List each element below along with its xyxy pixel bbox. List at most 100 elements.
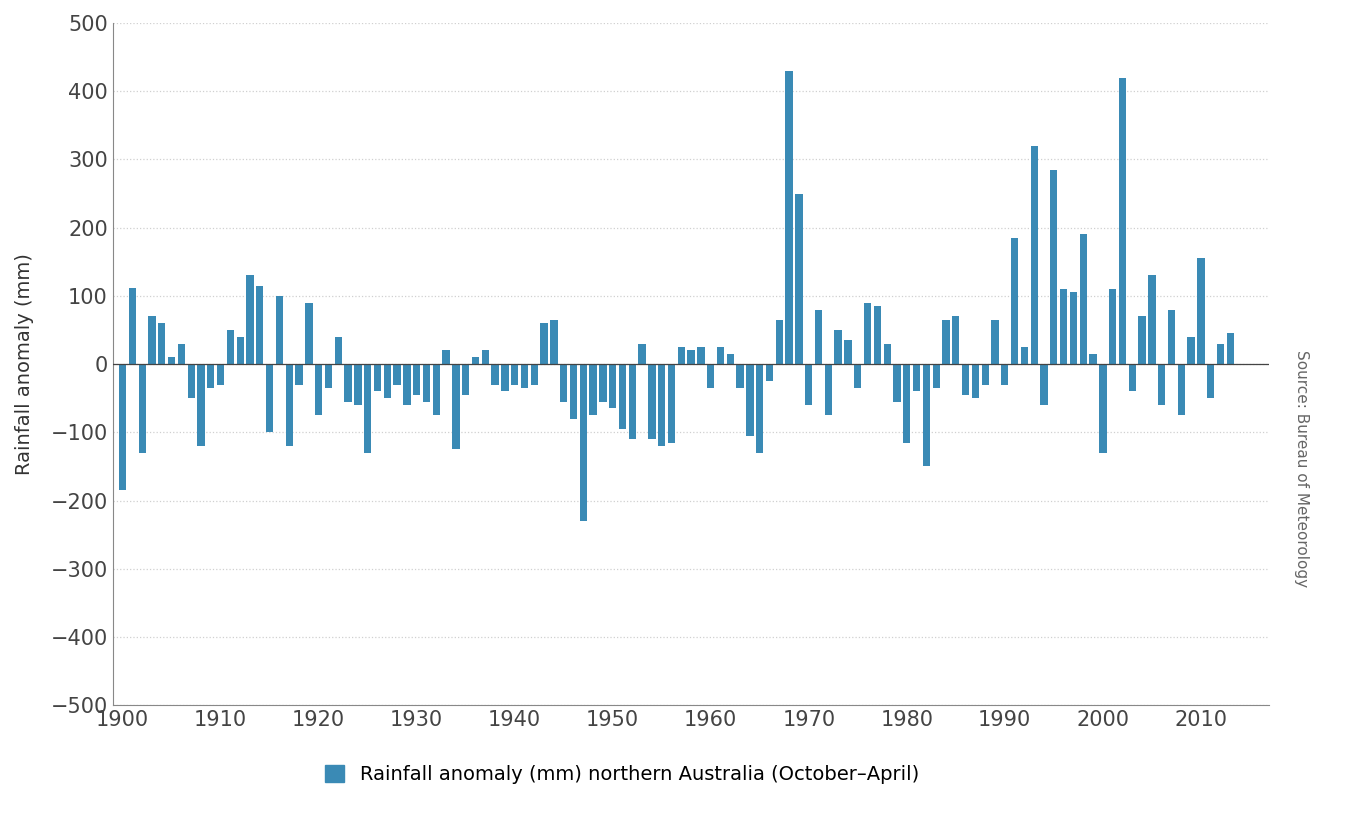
Bar [1030, 145, 1038, 364]
Bar [344, 364, 351, 401]
Bar [952, 316, 959, 364]
Bar [1128, 364, 1137, 391]
Bar [737, 364, 744, 388]
Bar [785, 71, 792, 364]
Bar [461, 364, 469, 395]
Bar [550, 320, 558, 364]
Bar [628, 364, 636, 439]
Bar [1089, 354, 1096, 364]
Bar [687, 350, 695, 364]
Bar [776, 320, 783, 364]
Bar [795, 194, 803, 364]
Legend: Rainfall anomaly (mm) northern Australia (October–April): Rainfall anomaly (mm) northern Australia… [324, 765, 919, 784]
Bar [1069, 293, 1077, 364]
Bar [1080, 234, 1087, 364]
Bar [668, 364, 675, 442]
Bar [717, 347, 724, 364]
Bar [1040, 364, 1048, 405]
Bar [1206, 364, 1215, 398]
Bar [609, 364, 616, 409]
Bar [354, 364, 362, 405]
Bar [482, 350, 490, 364]
Bar [560, 364, 568, 401]
Bar [413, 364, 421, 395]
Bar [863, 303, 872, 364]
Bar [639, 344, 646, 364]
Bar [237, 337, 243, 364]
Bar [217, 364, 225, 385]
Bar [971, 364, 979, 398]
Bar [393, 364, 401, 385]
Bar [884, 344, 890, 364]
Bar [502, 364, 508, 391]
Bar [991, 320, 999, 364]
Bar [296, 364, 303, 385]
Bar [148, 316, 156, 364]
Bar [756, 364, 764, 453]
Bar [707, 364, 714, 388]
Bar [726, 354, 734, 364]
Bar [1099, 364, 1107, 453]
Bar [1011, 238, 1018, 364]
Bar [902, 364, 911, 442]
Bar [1138, 316, 1146, 364]
Bar [854, 364, 861, 388]
Bar [619, 364, 627, 429]
Bar [404, 364, 410, 405]
Bar [305, 303, 312, 364]
Bar [266, 364, 273, 432]
Bar [1217, 344, 1224, 364]
Bar [118, 364, 126, 491]
Bar [1227, 334, 1233, 364]
Bar [678, 347, 685, 364]
Bar [129, 288, 136, 364]
Bar [364, 364, 371, 453]
Bar [187, 364, 195, 398]
Bar [443, 350, 449, 364]
Bar [276, 296, 282, 364]
Bar [806, 364, 812, 405]
Bar [335, 337, 342, 364]
Bar [315, 364, 323, 415]
Bar [1001, 364, 1009, 385]
Bar [246, 275, 254, 364]
Bar [511, 364, 518, 385]
Text: Source: Bureau of Meteorology: Source: Bureau of Meteorology [1294, 349, 1309, 587]
Bar [178, 344, 186, 364]
Bar [1178, 364, 1185, 415]
Bar [1060, 289, 1068, 364]
Bar [1110, 289, 1116, 364]
Bar [923, 364, 929, 466]
Bar [472, 357, 479, 364]
Bar [198, 364, 204, 446]
Bar [815, 309, 822, 364]
Bar [285, 364, 293, 446]
Bar [541, 324, 547, 364]
Bar [383, 364, 391, 398]
Bar [932, 364, 940, 388]
Bar [648, 364, 655, 439]
Bar [570, 364, 577, 419]
Bar [580, 364, 586, 521]
Bar [1149, 275, 1155, 364]
Bar [1050, 170, 1057, 364]
Bar [982, 364, 989, 385]
Bar [324, 364, 332, 388]
Bar [422, 364, 430, 401]
Bar [452, 364, 460, 450]
Bar [521, 364, 529, 388]
Bar [600, 364, 607, 401]
Bar [765, 364, 773, 381]
Bar [531, 364, 538, 385]
Y-axis label: Rainfall anomaly (mm): Rainfall anomaly (mm) [15, 253, 34, 475]
Bar [256, 286, 264, 364]
Bar [227, 330, 234, 364]
Bar [746, 364, 753, 436]
Bar [962, 364, 970, 395]
Bar [589, 364, 597, 415]
Bar [1197, 258, 1205, 364]
Bar [1167, 309, 1176, 364]
Bar [491, 364, 499, 385]
Bar [1119, 78, 1126, 364]
Bar [159, 324, 165, 364]
